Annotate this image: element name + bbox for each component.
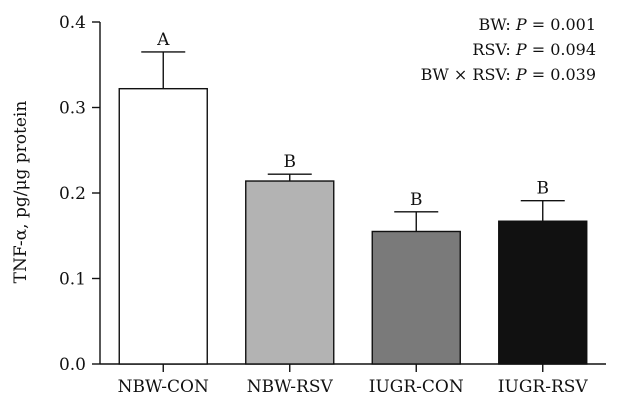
stat-line: RSV: P = 0.094	[472, 40, 596, 59]
y-tick-label: 0.4	[59, 13, 86, 33]
y-axis-title: TNF-α, pg/μg protein	[11, 101, 31, 284]
x-axis-labels: NBW-CON NBW-RSV IUGR-CON IUGR-RSV	[118, 364, 589, 397]
p-symbol: P	[515, 40, 527, 59]
y-tick-label: 0.1	[59, 270, 86, 290]
stat-line: BW: P = 0.001	[479, 15, 596, 34]
x-category-label: IUGR-RSV	[498, 377, 589, 397]
significance-letter: B	[284, 152, 297, 172]
bar-iugr-rsv	[498, 220, 588, 365]
stats-annotation: BW: P = 0.001 RSV: P = 0.094 BW × RSV: P =…	[421, 15, 596, 84]
p-value: = 0.094	[527, 40, 596, 59]
p-value: = 0.001	[527, 15, 596, 34]
y-tick-label: 0.0	[59, 355, 86, 375]
x-category-label: IUGR-CON	[369, 377, 464, 397]
significance-letter: B	[537, 179, 550, 199]
stat-term: BW:	[479, 15, 516, 34]
p-value: = 0.039	[527, 65, 596, 84]
stat-term: BW × RSV:	[421, 65, 516, 84]
p-symbol: P	[515, 65, 527, 84]
y-tick-label: 0.3	[59, 99, 86, 119]
p-symbol: P	[515, 15, 527, 34]
significance-letter: B	[410, 190, 423, 210]
x-category-label: NBW-RSV	[247, 377, 334, 397]
significance-letter: A	[156, 30, 170, 50]
bar-nbw-rsv	[245, 180, 335, 365]
stat-term: RSV:	[472, 40, 515, 59]
x-category-label: NBW-CON	[118, 377, 209, 397]
bar-iugr-con	[371, 230, 461, 365]
y-tick-label: 0.2	[59, 184, 86, 204]
bar-nbw-con	[118, 87, 208, 365]
y-axis-ticks: 0.0 0.1 0.2 0.3 0.4	[59, 13, 100, 375]
stat-line: BW × RSV: P = 0.039	[421, 65, 596, 84]
